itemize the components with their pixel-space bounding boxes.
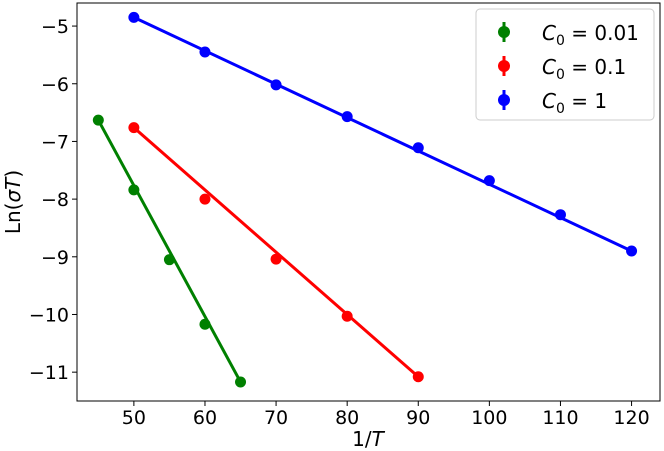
y-tick-label: −8 <box>41 189 69 211</box>
data-point <box>341 111 353 123</box>
series-3 <box>128 11 638 257</box>
data-point <box>128 11 140 23</box>
x-tick-label: 70 <box>264 407 288 429</box>
x-axis-ticks: 50 60 70 80 90 100 110 120 <box>122 401 650 429</box>
data-point <box>554 209 566 221</box>
data-point <box>412 142 424 154</box>
legend-marker <box>498 60 510 72</box>
data-point <box>128 184 140 196</box>
legend: C0 = 0.01 C0 = 0.1 C0 = 1 <box>475 8 655 121</box>
y-tick-label: −5 <box>41 16 69 38</box>
data-point <box>235 376 247 388</box>
legend-entry: C0 = 1 <box>498 89 607 117</box>
fit-line <box>133 16 633 253</box>
legend-entry: C0 = 0.1 <box>498 55 626 83</box>
data-point <box>412 371 424 383</box>
legend-label: C0 = 1 <box>542 89 607 117</box>
y-tick-label: −6 <box>41 74 69 96</box>
series-1 <box>92 114 247 388</box>
y-axis-ticks: −5 −6 −7 −8 −9 −10 −11 <box>29 16 77 384</box>
data-point <box>626 245 638 257</box>
x-tick-label: 50 <box>122 407 146 429</box>
series-2 <box>128 122 424 383</box>
y-tick-label: −9 <box>41 247 69 269</box>
series-layer <box>92 11 638 388</box>
fit-line <box>97 119 242 383</box>
fit-line <box>132 126 420 378</box>
x-tick-label: 100 <box>471 407 507 429</box>
data-point <box>483 175 495 187</box>
data-point <box>270 253 282 265</box>
x-tick-label: 110 <box>542 407 578 429</box>
legend-frame <box>475 8 655 121</box>
x-tick-label: 90 <box>406 407 430 429</box>
data-point <box>163 254 175 266</box>
y-axis-label: Ln(σT) <box>1 170 25 234</box>
x-tick-label: 80 <box>335 407 359 429</box>
x-tick-label: 120 <box>613 407 649 429</box>
data-point <box>270 79 282 91</box>
data-point <box>199 46 211 58</box>
data-point <box>199 193 211 205</box>
data-point <box>128 122 140 134</box>
y-tick-label: −10 <box>29 304 69 326</box>
y-tick-label: −11 <box>29 362 69 384</box>
legend-label: C0 = 0.1 <box>542 55 626 83</box>
x-axis-label: 1/T <box>352 427 385 451</box>
legend-marker <box>498 94 510 106</box>
y-tick-label: −7 <box>41 131 69 153</box>
x-tick-label: 60 <box>193 407 217 429</box>
legend-marker <box>498 26 510 38</box>
data-point <box>199 318 211 330</box>
data-point <box>92 114 104 126</box>
legend-label: C0 = 0.01 <box>542 21 639 49</box>
data-point <box>341 310 353 322</box>
legend-entry: C0 = 0.01 <box>498 21 639 49</box>
